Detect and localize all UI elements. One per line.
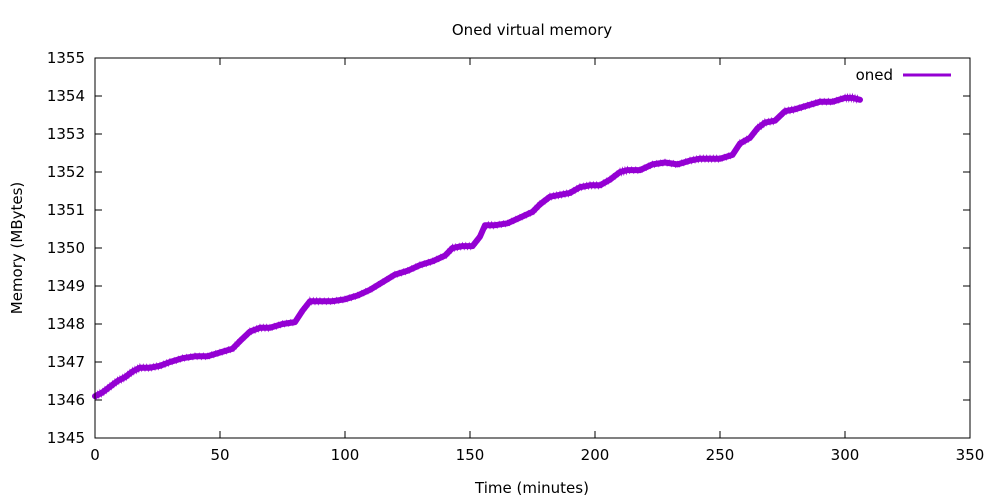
chart-title: Oned virtual memory — [452, 21, 612, 39]
y-tick-label: 1346 — [47, 391, 85, 409]
x-tick-label: 300 — [831, 446, 860, 464]
legend: oned — [856, 66, 951, 84]
y-tick-label: 1354 — [47, 87, 85, 105]
plot-frame — [94, 57, 971, 439]
x-tick-label: 250 — [706, 446, 735, 464]
y-tick-label: 1347 — [47, 353, 85, 371]
x-tick-label: 0 — [90, 446, 100, 464]
legend-label-oned: oned — [856, 66, 893, 84]
y-tick-label: 1348 — [47, 315, 85, 333]
y-tick-label: 1351 — [47, 201, 85, 219]
ticks-layer: 0 50 100 150 200 250 300 350 1345 1346 1347 1348 134… — [47, 49, 985, 464]
x-tick-label: 100 — [331, 446, 360, 464]
x-tick-label: 350 — [956, 446, 985, 464]
x-tick-label: 50 — [210, 446, 229, 464]
x-tick-label: 200 — [581, 446, 610, 464]
y-tick-label: 1353 — [47, 125, 85, 143]
y-tick-label: 1352 — [47, 163, 85, 181]
x-tick-label: 150 — [456, 446, 485, 464]
y-tick-label: 1345 — [47, 429, 85, 447]
series-layer — [92, 92, 863, 401]
y-tick-label: 1355 — [47, 49, 85, 67]
y-axis-label: Memory (MBytes) — [8, 182, 26, 315]
x-axis-label: Time (minutes) — [474, 479, 589, 497]
y-tick-label: 1349 — [47, 277, 85, 295]
series-noise-oned — [94, 92, 860, 401]
y-tick-label: 1350 — [47, 239, 85, 257]
